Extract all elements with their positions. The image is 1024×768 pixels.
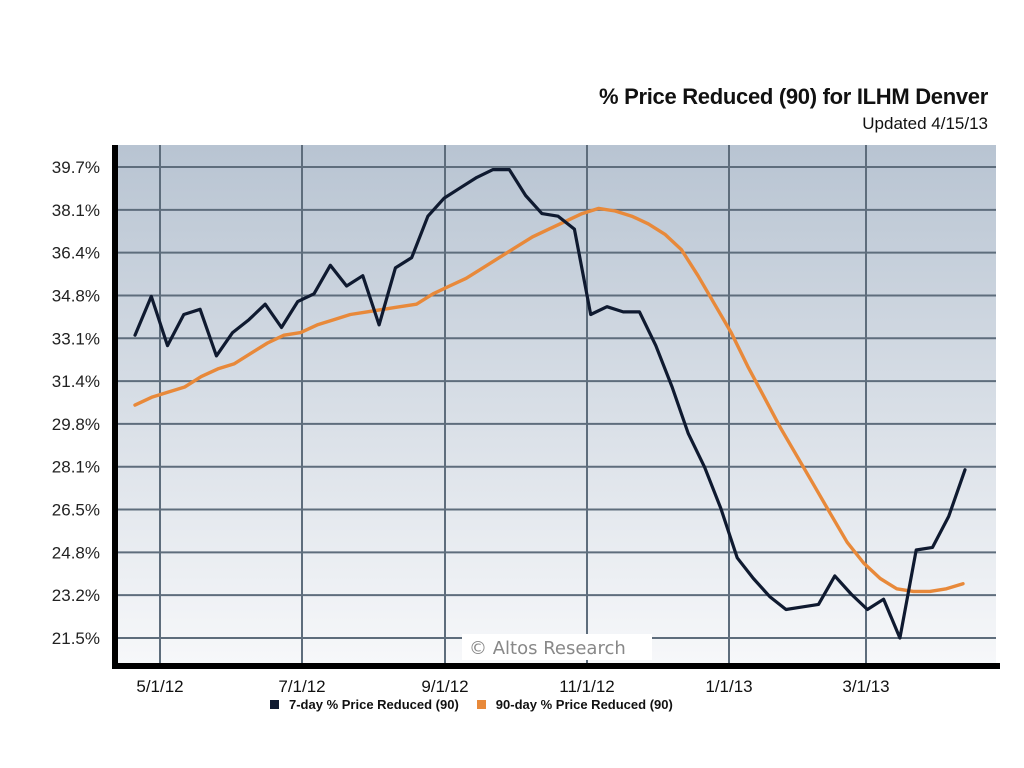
y-tick-label: 24.8% <box>52 543 100 562</box>
series-line-7day <box>133 168 967 640</box>
x-tick-label: 3/1/13 <box>842 677 889 696</box>
legend-swatch-7day <box>270 700 279 709</box>
y-tick-label: 34.8% <box>52 286 100 305</box>
chart-subtitle: Updated 4/15/13 <box>862 114 988 133</box>
x-tick-label: 1/1/13 <box>705 677 752 696</box>
legend-item-90day: 90-day % Price Reduced (90) <box>476 697 673 712</box>
watermark-background <box>462 634 652 660</box>
x-tick-label: 11/1/12 <box>559 677 614 696</box>
y-tick-label: 31.4% <box>52 372 100 391</box>
y-tick-label: 38.1% <box>52 201 100 220</box>
x-axis-ticks: 5/1/12 7/1/12 9/1/12 11/1/12 1/1/13 3/1/13 <box>136 677 889 696</box>
legend-label-90day: 90-day % Price Reduced (90) <box>495 697 673 712</box>
plot-background <box>117 145 996 665</box>
legend-swatch-90day <box>476 700 486 709</box>
chart-title: % Price Reduced (90) for ILHM Denver <box>599 84 988 109</box>
gridlines <box>117 145 996 665</box>
legend-item-7day: 7-day % Price Reduced (90) <box>270 697 459 712</box>
y-tick-label: 29.8% <box>52 415 100 434</box>
legend-label-7day: 7-day % Price Reduced (90) <box>289 697 459 712</box>
y-tick-label: 26.5% <box>52 501 100 520</box>
y-tick-label: 33.1% <box>52 329 100 348</box>
x-tick-label: 9/1/12 <box>421 677 468 696</box>
legend: 7-day % Price Reduced (90) 90-day % Pric… <box>270 697 673 712</box>
x-tick-label: 7/1/12 <box>278 677 325 696</box>
y-axis-ticks: 39.7% 38.1% 36.4% 34.8% 33.1% 31.4% 29.8% 28.1%… <box>52 158 100 648</box>
series-line-90day <box>133 206 965 594</box>
y-tick-label: 21.5% <box>52 629 100 648</box>
y-tick-label: 36.4% <box>52 244 100 263</box>
series-lines <box>133 168 967 640</box>
y-tick-label: 23.2% <box>52 586 100 605</box>
y-tick-label: 39.7% <box>52 158 100 177</box>
y-axis-line <box>112 145 118 668</box>
x-tick-label: 5/1/12 <box>136 677 183 696</box>
watermark: © Altos Research <box>469 638 626 659</box>
y-tick-label: 28.1% <box>52 458 100 477</box>
x-axis-line <box>112 663 1000 669</box>
